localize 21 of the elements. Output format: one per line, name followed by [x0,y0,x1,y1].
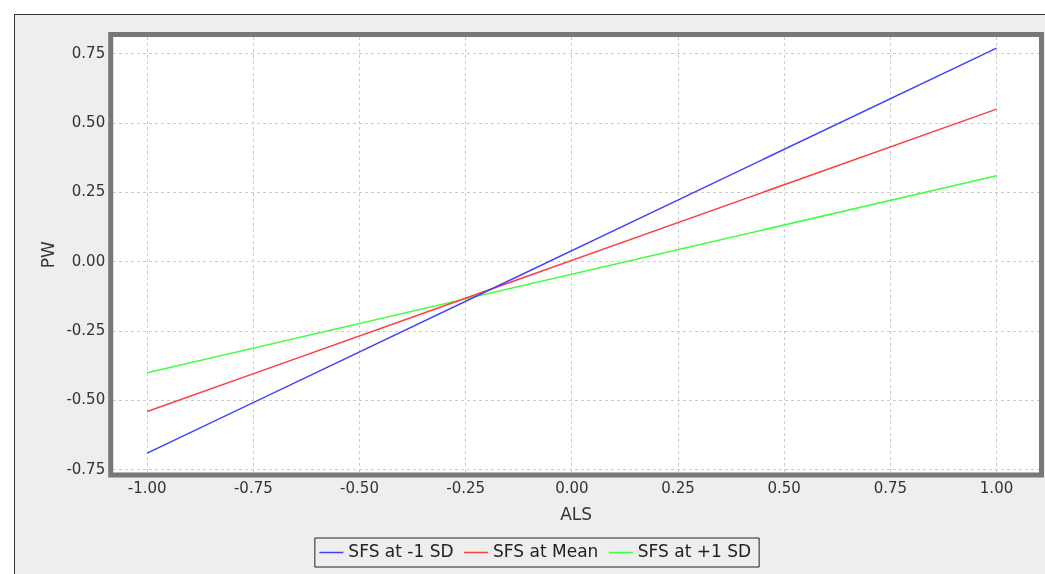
legend-label: SFS at -1 SD [348,540,454,561]
legend-label: SFS at Mean [493,540,599,561]
y-tick-label: -0.25 [66,320,106,339]
y-tick-label: 0.75 [71,43,106,62]
x-tick-label: 0.75 [873,479,908,498]
x-tick-label: 0.25 [661,479,695,498]
y-tick-label: 0.50 [71,112,106,131]
y-tick-label: -0.75 [66,459,106,478]
x-axis-title: ALS [560,504,593,525]
x-tick-label: 1.00 [979,479,1014,498]
y-tick-label: 0.25 [71,182,106,201]
x-tick-label: -1.00 [127,479,167,498]
x-tick-label: -0.75 [233,479,273,498]
legend-label: SFS at +1 SD [637,540,752,561]
x-tick-label: 0.50 [767,479,801,498]
y-tick-label: -0.50 [66,390,106,409]
x-tick-label: -0.50 [340,479,379,498]
y-tick-label: 0.00 [71,251,106,270]
y-axis-title: PW [37,241,58,269]
x-tick-label: 0.00 [555,479,589,498]
x-tick-label: -0.25 [446,479,486,498]
